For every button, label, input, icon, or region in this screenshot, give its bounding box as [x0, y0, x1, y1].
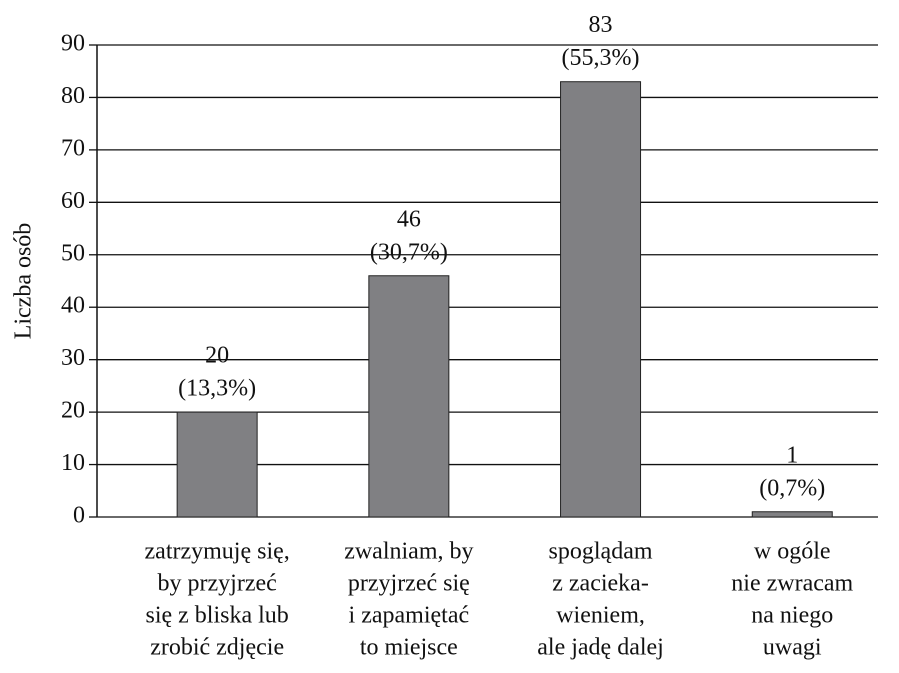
y-tick-label: 20	[61, 398, 85, 424]
value-label: (13,3%)	[178, 376, 256, 402]
x-tick-label: zatrzymuję się,	[145, 539, 290, 565]
x-tick-label: by przyjrzeć	[158, 571, 277, 597]
y-tick-label: 10	[61, 450, 85, 476]
y-tick-label: 50	[61, 240, 85, 266]
bar	[560, 81, 642, 518]
x-tick-label: ale jadę dalej	[537, 635, 664, 661]
bar	[176, 411, 258, 518]
x-tick-label: przyjrzeć się	[348, 571, 470, 597]
x-tick-label: spoglądam	[549, 539, 653, 565]
value-label: (55,3%)	[562, 45, 640, 71]
value-label: 46	[397, 206, 421, 232]
x-tick-label: to miejsce	[360, 635, 458, 661]
y-axis-label: Liczba osób	[11, 223, 37, 340]
y-tick-label: 80	[61, 83, 85, 109]
value-label: (30,7%)	[370, 239, 448, 265]
value-label: 83	[589, 12, 613, 38]
value-label: 1	[786, 442, 798, 468]
y-tick-label: 70	[61, 135, 85, 161]
x-tick-label: i zapamiętać	[349, 603, 470, 629]
y-tick-label: 60	[61, 188, 85, 214]
bar	[751, 511, 833, 518]
x-tick-label: wieniem,	[556, 603, 645, 629]
x-tick-label: zwalniam, by	[344, 539, 473, 565]
value-label: 20	[205, 343, 229, 369]
x-tick-label: się z bliska lub	[145, 603, 288, 629]
x-tick-label: z zacieka-	[552, 571, 649, 597]
y-tick-label: 0	[73, 503, 85, 529]
bar	[368, 275, 450, 518]
x-tick-label: na niego	[751, 603, 833, 629]
value-label: (0,7%)	[759, 475, 825, 501]
x-tick-label: uwagi	[763, 635, 822, 661]
y-tick-label: 40	[61, 293, 85, 319]
x-tick-label: nie zwracam	[731, 571, 853, 597]
x-tick-label: w ogóle	[754, 539, 831, 565]
y-tick-label: 90	[61, 31, 85, 57]
y-tick-label: 30	[61, 345, 85, 371]
x-tick-label: zrobić zdjęcie	[150, 635, 284, 661]
